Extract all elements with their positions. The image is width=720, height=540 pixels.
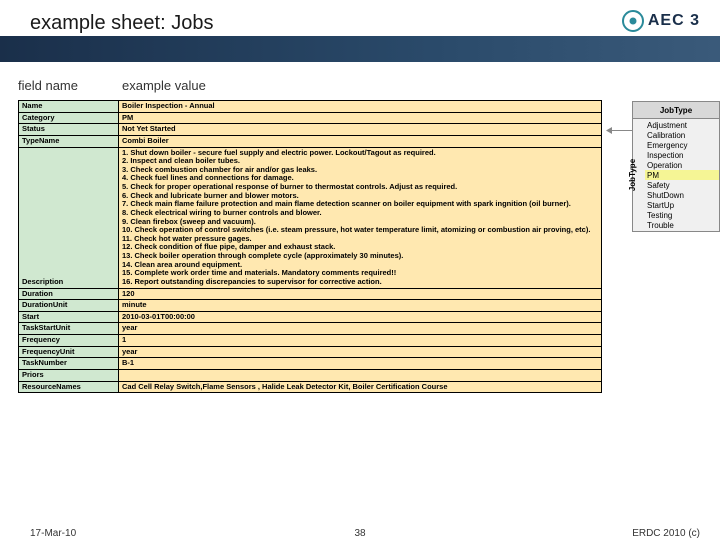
footer-date: 17-Mar-10 xyxy=(30,528,76,539)
field-value: minute xyxy=(119,300,602,312)
col-header-value: example value xyxy=(122,78,206,93)
jobtype-header: JobType xyxy=(633,102,719,119)
logo-text: AEC 3 xyxy=(648,12,700,30)
logo-icon xyxy=(622,10,644,32)
jobtype-item: Adjustment xyxy=(645,120,719,130)
jobtype-item: Trouble xyxy=(645,220,719,230)
jobtype-list: JobType AdjustmentCalibrationEmergencyIn… xyxy=(633,119,719,231)
jobtype-item: StartUp xyxy=(645,200,719,210)
field-value: PM xyxy=(119,112,602,124)
field-value: B-1 xyxy=(119,358,602,370)
field-value: Boiler Inspection - Annual xyxy=(119,101,602,113)
field-name: DurationUnit xyxy=(19,300,119,312)
jobtype-rotated-label: JobType xyxy=(627,157,637,193)
jobtype-item: Emergency xyxy=(645,140,719,150)
field-value: Cad Cell Relay Switch,Flame Sensors , Ha… xyxy=(119,381,602,393)
fields-table: NameBoiler Inspection - AnnualCategoryPM… xyxy=(18,100,602,393)
jobtype-item: Safety xyxy=(645,180,719,190)
jobtype-item: Operation xyxy=(645,160,719,170)
field-value: Combi Boiler xyxy=(119,135,602,147)
jobtype-item: PM xyxy=(645,170,719,180)
jobtype-item: Testing xyxy=(645,210,719,220)
field-name: TaskStartUnit xyxy=(19,323,119,335)
column-headers: field name example value xyxy=(18,78,206,93)
jobtype-item: Calibration xyxy=(645,130,719,140)
field-name: Name xyxy=(19,101,119,113)
field-value xyxy=(119,369,602,381)
field-name: Description xyxy=(19,147,119,288)
field-name: ResourceNames xyxy=(19,381,119,393)
jobtype-item: Inspection xyxy=(645,150,719,160)
jobtype-item: ShutDown xyxy=(645,190,719,200)
field-name: Status xyxy=(19,124,119,136)
arrow-connector xyxy=(606,130,630,131)
field-name: Duration xyxy=(19,288,119,300)
field-value: year xyxy=(119,323,602,335)
header-band xyxy=(0,36,720,62)
field-value: Not Yet Started xyxy=(119,124,602,136)
col-header-field: field name xyxy=(18,78,122,93)
field-name: TypeName xyxy=(19,135,119,147)
field-name: Start xyxy=(19,311,119,323)
field-name: Frequency xyxy=(19,335,119,347)
field-value: year xyxy=(119,346,602,358)
jobtype-panel: JobType JobType AdjustmentCalibrationEme… xyxy=(632,101,720,232)
field-value: 120 xyxy=(119,288,602,300)
footer-page: 38 xyxy=(354,528,365,539)
field-name: FrequencyUnit xyxy=(19,346,119,358)
field-name: TaskNumber xyxy=(19,358,119,370)
field-value: 1. Shut down boiler - secure fuel supply… xyxy=(119,147,602,288)
field-name: Priors xyxy=(19,369,119,381)
field-name: Category xyxy=(19,112,119,124)
field-value: 2010-03-01T00:00:00 xyxy=(119,311,602,323)
logo: AEC 3 xyxy=(622,10,700,32)
page-title: example sheet: Jobs xyxy=(30,12,213,35)
field-value: 1 xyxy=(119,335,602,347)
footer-copyright: ERDC 2010 (c) xyxy=(632,528,700,539)
